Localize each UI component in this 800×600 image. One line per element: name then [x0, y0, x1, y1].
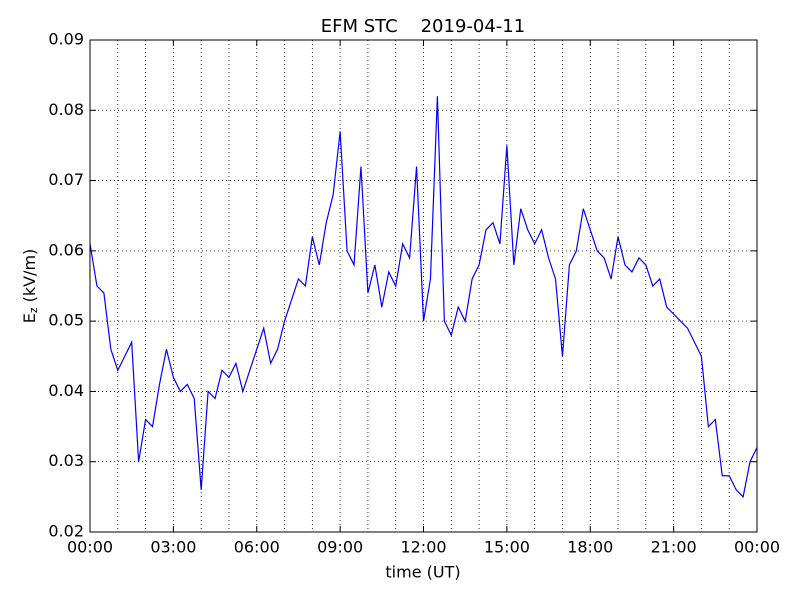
x-tick-label: 15:00 — [484, 538, 530, 557]
y-tick-label: 0.09 — [48, 30, 84, 49]
x-tick-label: 18:00 — [567, 538, 613, 557]
y-label-main: E — [20, 313, 39, 323]
y-label-sub: z — [27, 307, 40, 313]
y-tick-label: 0.05 — [48, 311, 84, 330]
y-tick-label: 0.03 — [48, 451, 84, 470]
y-tick-label: 0.08 — [48, 100, 84, 119]
y-tick-label: 0.06 — [48, 240, 84, 259]
x-tick-label: 21:00 — [651, 538, 697, 557]
x-tick-label: 03:00 — [150, 538, 196, 557]
data-line — [89, 96, 758, 499]
x-tick-label: 06:00 — [234, 538, 280, 557]
x-tick-label: 09:00 — [317, 538, 363, 557]
plot-frame — [89, 39, 758, 533]
y-tick-label: 0.07 — [48, 170, 84, 189]
y-axis-label: Ez (kV/m) — [20, 249, 41, 324]
y-label-unit: (kV/m) — [20, 249, 39, 303]
x-tick-label: 00:00 — [67, 538, 113, 557]
y-tick-label: 0.02 — [48, 522, 84, 541]
x-tick-label: 00:00 — [734, 538, 780, 557]
y-tick-label: 0.04 — [48, 381, 84, 400]
chart-title: EFM STC 2019-04-11 — [321, 16, 525, 37]
x-axis-label: time (UT) — [385, 563, 460, 582]
x-tick-label: 12:00 — [400, 538, 446, 557]
